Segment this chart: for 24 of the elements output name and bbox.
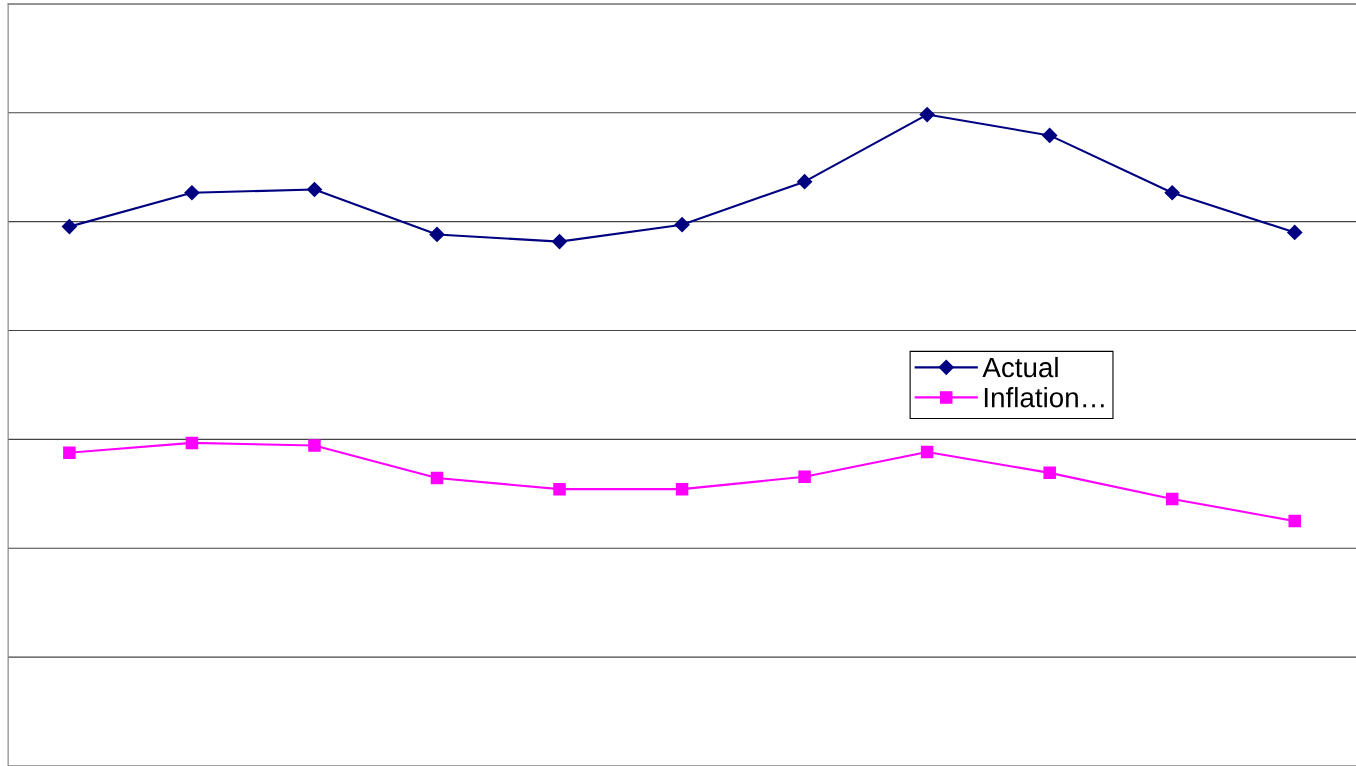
point bbox=[185, 436, 199, 450]
point bbox=[1287, 224, 1303, 241]
point bbox=[306, 181, 323, 198]
point bbox=[551, 234, 568, 250]
point bbox=[674, 217, 690, 233]
point bbox=[308, 439, 321, 452]
point bbox=[1164, 185, 1180, 201]
point bbox=[429, 226, 445, 243]
legend-label: Actual bbox=[982, 356, 1058, 378]
point bbox=[1042, 127, 1058, 143]
legend-label: Inflation… bbox=[984, 387, 1104, 408]
point bbox=[920, 445, 934, 459]
point bbox=[1288, 514, 1301, 528]
point bbox=[1043, 466, 1056, 480]
point bbox=[61, 219, 77, 235]
point bbox=[798, 470, 811, 484]
point bbox=[1165, 492, 1179, 506]
point bbox=[797, 174, 813, 190]
point bbox=[919, 107, 935, 123]
point bbox=[63, 446, 76, 459]
point bbox=[184, 185, 200, 201]
point bbox=[430, 471, 444, 485]
point bbox=[675, 482, 689, 496]
point bbox=[553, 482, 566, 496]
